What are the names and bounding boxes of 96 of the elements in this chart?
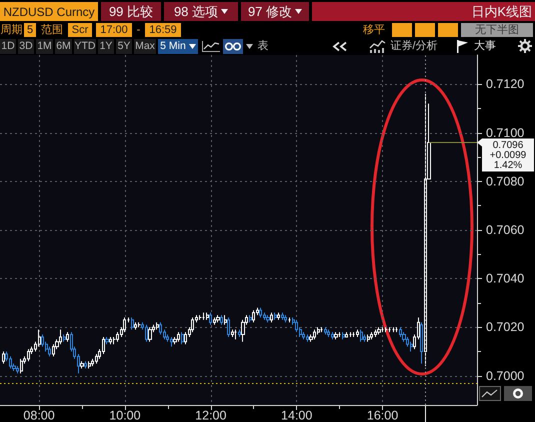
text: Scr: [72, 24, 88, 36]
candlestick: [327, 329, 330, 338]
candlestick: [295, 319, 298, 333]
text: 表: [258, 40, 268, 52]
text: 3D: [19, 40, 33, 52]
candlestick: [374, 329, 377, 338]
y-tick-label: 0.7000: [486, 368, 524, 383]
ref-line-label: 0.7096 +0.0099 1.42%: [490, 140, 527, 171]
candlestick: [313, 329, 316, 340]
candlestick: [274, 312, 277, 320]
candlestick: [234, 329, 237, 340]
candlestick: [209, 312, 212, 326]
candlestick: [216, 314, 220, 323]
candlestick: [281, 312, 284, 320]
candlestick: [156, 322, 159, 330]
candlestick: [270, 312, 273, 323]
chart-title: NZDUSD Curncy: [3, 4, 95, 18]
candlestick: [317, 326, 320, 336]
text: 6M: [56, 40, 71, 52]
candlestick: [367, 334, 370, 342]
candlestick: [220, 314, 223, 326]
text: 1D: [1, 40, 15, 52]
candlestick: [181, 332, 184, 345]
text: 范围: [41, 24, 63, 36]
x-tick-label: 10:00: [109, 408, 141, 422]
candlestick: [324, 326, 327, 336]
candlestick: [27, 348, 30, 362]
candlestick: [38, 329, 41, 348]
y-tick-label: 0.7100: [486, 126, 524, 140]
text: Max: [135, 40, 155, 52]
candlestick: [91, 358, 94, 367]
candlestick: [360, 329, 363, 342]
candlestick: [148, 326, 152, 342]
x-tick-label: 08:00: [23, 408, 55, 422]
text: 17:00: [100, 24, 128, 36]
candlestick: [48, 346, 51, 357]
text: 98 选项: [174, 4, 218, 19]
y-tick-label: 0.7080: [486, 174, 524, 188]
text: 5Y: [118, 40, 130, 52]
text: 日内K线图: [471, 4, 532, 19]
text: 5: [26, 24, 34, 36]
candlestick: [88, 360, 91, 370]
candlestick: [306, 334, 309, 342]
candlestick: [145, 324, 148, 342]
candlestick: [252, 310, 255, 323]
candlestick: [259, 307, 262, 318]
text: -: [136, 24, 140, 36]
candlestick: [84, 360, 87, 370]
candlestick: [345, 332, 348, 338]
candlestick: [52, 344, 55, 357]
candlestick: [377, 326, 381, 336]
candlestick: [9, 356, 12, 370]
candlestick: [131, 317, 134, 330]
candlestick: [177, 332, 180, 342]
candlestick: [334, 332, 338, 340]
x-tick-label: 16:00: [366, 408, 398, 422]
y-tick-label: 0.7020: [486, 320, 524, 334]
text: 周期: [0, 24, 22, 36]
candlestick: [227, 317, 230, 338]
candlestick: [159, 322, 162, 336]
y-tick-label: 0.7060: [486, 223, 524, 237]
text: 99 比较: [108, 4, 154, 19]
text: 1M: [37, 40, 52, 52]
y-tick-label: 0.7040: [486, 272, 524, 286]
candlestick: [342, 332, 345, 340]
candlestick: [95, 353, 98, 364]
candlestick: [123, 317, 126, 333]
candlestick: [173, 336, 177, 345]
y-tick-label: 0.7120: [486, 77, 524, 92]
candlestick: [406, 336, 409, 348]
candlestick: [109, 336, 112, 345]
candlestick: [241, 319, 245, 342]
text: 大事: [474, 40, 496, 52]
text: 16:59: [149, 24, 177, 36]
candlestick: [370, 332, 373, 340]
candlestick: [191, 317, 194, 333]
candlestick: [284, 314, 287, 323]
x-tick-label: 12:00: [195, 408, 226, 422]
text: 证券/分析: [390, 40, 438, 52]
candlestick: [266, 314, 270, 323]
candlestick: [277, 312, 280, 320]
candlestick: [202, 312, 205, 320]
candlestick: [170, 336, 173, 348]
candlestick: [134, 322, 137, 330]
text: YTD: [74, 40, 96, 52]
text: 5 Min: [160, 40, 186, 52]
candlestick: [59, 329, 62, 345]
candlestick: [113, 336, 116, 345]
text: 97 修改: [248, 4, 292, 19]
candlestick: [263, 312, 266, 320]
text: 移平: [363, 24, 385, 36]
x-tick-label: 14:00: [281, 408, 312, 422]
text: 1Y: [100, 40, 112, 52]
candlestick: [331, 332, 334, 340]
candlestick: [20, 358, 23, 374]
text: 无下半图: [475, 24, 519, 36]
